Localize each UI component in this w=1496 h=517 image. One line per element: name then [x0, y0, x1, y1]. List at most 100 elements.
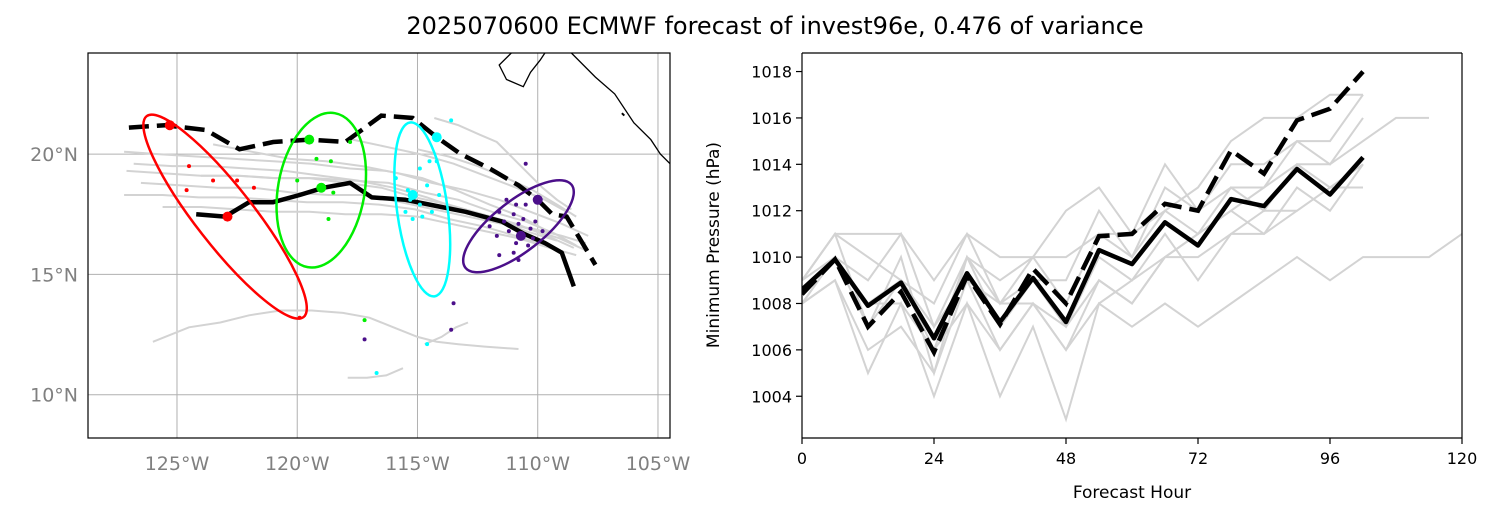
x-tick-label: 96 — [1320, 449, 1340, 468]
ensemble-track — [347, 367, 404, 379]
y-tick-label: 1004 — [751, 387, 792, 406]
purple-point — [528, 226, 533, 231]
map-plot-area — [124, 53, 670, 379]
pressure-dashed-line — [802, 70, 1365, 358]
red-point — [211, 178, 216, 183]
track-map-panel: 125°W 120°W 115°W 110°W 105°W 20°N 15°N 10°N — [30, 52, 690, 475]
cyan-point — [374, 371, 379, 376]
cyan-point — [449, 118, 454, 123]
pressure-ensemble-line — [802, 163, 1364, 377]
pressure-ensemble-line — [802, 117, 1364, 330]
green-point — [295, 178, 300, 183]
pressure-ticks: 0 24 48 72 96 120 1004 1006 1008 1010 1012 1014 1016… — [751, 63, 1477, 468]
y-tick-label: 1014 — [751, 155, 792, 174]
cyan-spread-ellipse — [393, 121, 452, 298]
purple-point — [540, 229, 545, 234]
red-mean-point — [222, 211, 233, 222]
map-tick-labels: 125°W 120°W 115°W 110°W 105°W 20°N 15°N 10°N — [30, 144, 690, 475]
spread-ellipses — [142, 111, 576, 320]
ensemble-track — [434, 117, 572, 211]
green-point — [326, 217, 331, 222]
green-point — [331, 190, 336, 195]
purple-point — [526, 243, 531, 248]
pressure-plot-area — [802, 70, 1462, 423]
green-point — [362, 318, 367, 323]
cyan-point — [425, 342, 430, 347]
x-tick-label: 0 — [797, 449, 807, 468]
purple-point — [514, 202, 519, 207]
pressure-panel: 0 24 48 72 96 120 1004 1006 1008 1010 1012 1014 1016… — [704, 52, 1477, 503]
purple-mean-point — [515, 230, 526, 241]
map-frame — [87, 52, 671, 439]
red-point — [235, 178, 240, 183]
lon-tick-label: 110°W — [505, 453, 570, 475]
purple-spread-ellipse — [461, 179, 576, 274]
cyan-point — [417, 166, 422, 171]
purple-point — [516, 221, 521, 226]
purple-point — [504, 197, 509, 202]
cyan-point — [405, 188, 410, 193]
lat-tick-label: 15°N — [30, 264, 78, 286]
purple-point — [521, 217, 526, 222]
lon-tick-label: 115°W — [385, 453, 450, 475]
green-spread-ellipse — [275, 111, 368, 269]
purple-point — [506, 229, 511, 234]
cyan-point — [403, 209, 408, 214]
purple-point — [487, 224, 492, 229]
cyan-point — [427, 159, 432, 164]
red-point — [184, 188, 189, 193]
ensemble-track — [212, 143, 589, 237]
y-tick-label: 1006 — [751, 341, 792, 360]
green-point — [348, 140, 353, 145]
track-points — [164, 118, 545, 376]
pressure-x-axis-label: Forecast Hour — [1073, 483, 1191, 503]
purple-point — [514, 241, 519, 246]
cyan-point — [417, 202, 422, 207]
purple-point — [494, 233, 499, 238]
ensemble-track — [124, 150, 548, 232]
red-spread-ellipse — [142, 113, 309, 320]
cyan-point — [410, 217, 415, 222]
purple-point — [502, 219, 507, 224]
cyan-mean-point — [407, 189, 418, 200]
map-gridlines — [88, 53, 670, 438]
cyan-point — [420, 214, 425, 219]
figure-title: 2025070600 ECMWF forecast of invest96e, … — [406, 12, 1144, 40]
pressure-ensemble-line — [802, 186, 1363, 376]
cyan-point — [429, 209, 434, 214]
purple-point — [362, 337, 367, 342]
pressure-main-lines — [802, 70, 1365, 358]
purple-point — [449, 327, 454, 332]
cyan-point — [425, 183, 430, 188]
lon-tick-label: 105°W — [626, 453, 691, 475]
red-point — [187, 164, 192, 169]
y-tick-label: 1008 — [751, 294, 792, 313]
x-tick-label: 120 — [1447, 449, 1478, 468]
purple-point — [497, 253, 502, 258]
ensemble-track — [424, 321, 469, 346]
x-tick-label: 24 — [924, 449, 944, 468]
purple-point — [530, 236, 535, 241]
pressure-solid-line — [802, 155, 1365, 341]
coastline-island — [621, 112, 626, 117]
coastline-mexico — [570, 53, 670, 165]
green-mean-point — [304, 134, 315, 145]
green-point — [314, 156, 319, 161]
purple-point — [451, 301, 456, 306]
y-tick-label: 1012 — [751, 202, 792, 221]
purple-point — [511, 250, 516, 255]
ensemble-track — [152, 309, 519, 350]
y-tick-label: 1016 — [751, 109, 792, 128]
lon-tick-label: 125°W — [145, 453, 210, 475]
purple-point — [511, 212, 516, 217]
cyan-mean-point — [431, 132, 442, 143]
lat-tick-label: 10°N — [30, 385, 78, 407]
lon-tick-label: 120°W — [265, 453, 330, 475]
dashed-track-line — [128, 113, 598, 266]
y-tick-label: 1010 — [751, 248, 792, 267]
lat-tick-label: 20°N — [30, 144, 78, 166]
pressure-ensemble-line — [802, 233, 1462, 423]
cyan-point — [437, 192, 442, 197]
purple-mean-point — [532, 194, 543, 205]
